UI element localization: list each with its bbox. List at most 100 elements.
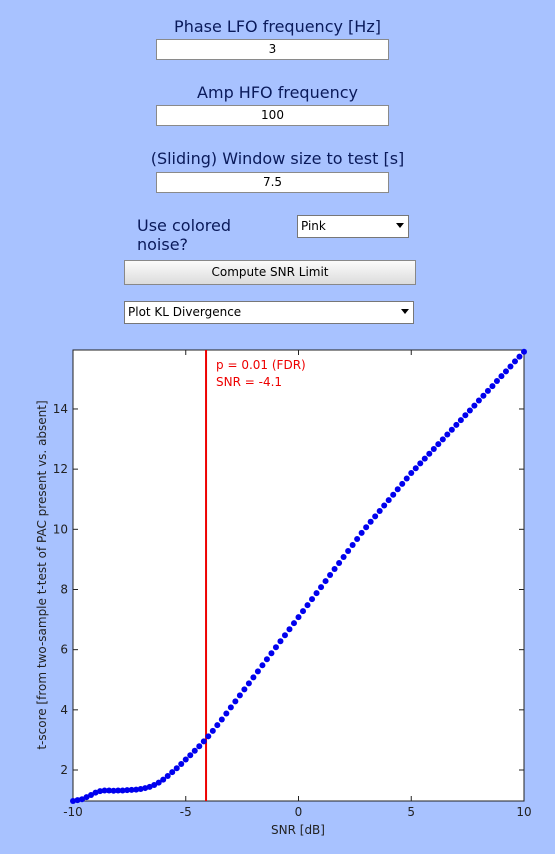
data-point — [164, 773, 171, 780]
data-point — [137, 785, 144, 792]
data-point — [403, 475, 410, 482]
data-point — [178, 760, 185, 767]
data-point — [480, 392, 487, 399]
data-point — [367, 518, 374, 525]
x-tick-label: 10 — [516, 805, 531, 819]
data-point — [272, 644, 279, 651]
dropdown-arrow — [401, 309, 409, 314]
data-point — [259, 662, 266, 669]
data-point — [381, 502, 388, 509]
field-label: Phase LFO frequency [Hz] — [174, 17, 381, 36]
data-point — [110, 787, 117, 794]
data-point — [318, 584, 325, 591]
data-point — [169, 769, 176, 776]
text-input[interactable]: 100 — [156, 105, 389, 126]
data-point — [435, 441, 442, 448]
data-point — [133, 786, 140, 793]
data-point — [245, 680, 252, 687]
data-point — [263, 656, 270, 663]
data-point — [426, 450, 433, 457]
data-point — [516, 353, 523, 360]
data-point — [331, 566, 338, 573]
data-point — [119, 787, 126, 794]
data-point — [358, 529, 365, 536]
data-point — [300, 608, 307, 615]
y-tick-label: 4 — [60, 703, 68, 717]
data-point — [399, 480, 406, 487]
data-point — [290, 620, 297, 627]
data-point — [453, 421, 460, 428]
data-point — [160, 776, 167, 783]
data-point — [521, 348, 527, 355]
data-point — [475, 397, 482, 404]
data-point — [376, 507, 383, 514]
y-tick-label: 6 — [60, 643, 68, 657]
data-point — [83, 794, 90, 801]
data-point — [205, 733, 212, 740]
data-point — [88, 791, 95, 798]
data-point — [196, 743, 203, 750]
data-point — [124, 787, 131, 794]
data-point — [394, 486, 401, 493]
field-label: Amp HFO frequency — [197, 83, 358, 102]
y-tick-label: 10 — [53, 522, 68, 536]
data-point — [493, 377, 500, 384]
y-tick-label: 14 — [53, 402, 68, 416]
plot-area — [73, 350, 524, 801]
y-tick-label: 12 — [53, 462, 68, 476]
data-point — [97, 788, 104, 795]
data-point — [74, 797, 81, 804]
data-point — [430, 445, 437, 452]
data-point — [340, 553, 347, 560]
field-label: (Sliding) Window size to test [s] — [150, 149, 405, 168]
annotation: p = 0.01 (FDR) — [216, 358, 306, 372]
data-point — [372, 513, 379, 520]
data-point — [128, 786, 135, 793]
noise-dropdown[interactable]: Pink — [297, 215, 409, 238]
data-point — [457, 417, 464, 424]
dropdown-value: Plot KL Divergence — [128, 305, 242, 319]
data-point — [209, 727, 216, 734]
data-point — [507, 363, 514, 370]
annotation: SNR = -4.1 — [216, 375, 282, 389]
data-point — [466, 407, 473, 414]
data-point — [151, 782, 158, 789]
data-point — [484, 387, 491, 394]
data-point — [304, 602, 311, 609]
data-point — [155, 779, 162, 786]
data-point — [142, 785, 149, 792]
data-point — [462, 412, 469, 419]
text-input[interactable]: 7.5 — [156, 172, 389, 193]
plot-dropdown[interactable]: Plot KL Divergence — [124, 301, 414, 324]
data-point — [322, 578, 329, 585]
compute-button[interactable]: Compute SNR Limit — [124, 260, 416, 285]
data-point — [309, 596, 316, 603]
data-point — [182, 756, 189, 763]
text-input[interactable]: 3 — [156, 39, 389, 60]
data-point — [223, 710, 230, 717]
data-point — [363, 524, 370, 531]
data-point — [313, 590, 320, 597]
data-point — [254, 668, 261, 675]
data-point — [106, 787, 113, 794]
data-point — [502, 368, 509, 375]
data-point — [471, 402, 478, 409]
data-point — [250, 674, 257, 681]
data-point — [173, 765, 180, 772]
data-point — [79, 796, 86, 803]
data-point — [511, 358, 518, 365]
data-point — [92, 789, 99, 796]
data-point — [214, 722, 221, 729]
data-point — [327, 572, 334, 579]
data-point — [146, 783, 153, 790]
data-point — [191, 747, 198, 754]
x-axis-label: SNR [dB] — [271, 823, 325, 837]
data-point — [417, 460, 424, 467]
data-point — [200, 738, 207, 745]
data-point — [439, 436, 446, 443]
data-point — [390, 491, 397, 498]
noise-label: Use colored noise? — [137, 216, 232, 254]
data-point — [444, 431, 451, 438]
data-point — [345, 547, 352, 554]
